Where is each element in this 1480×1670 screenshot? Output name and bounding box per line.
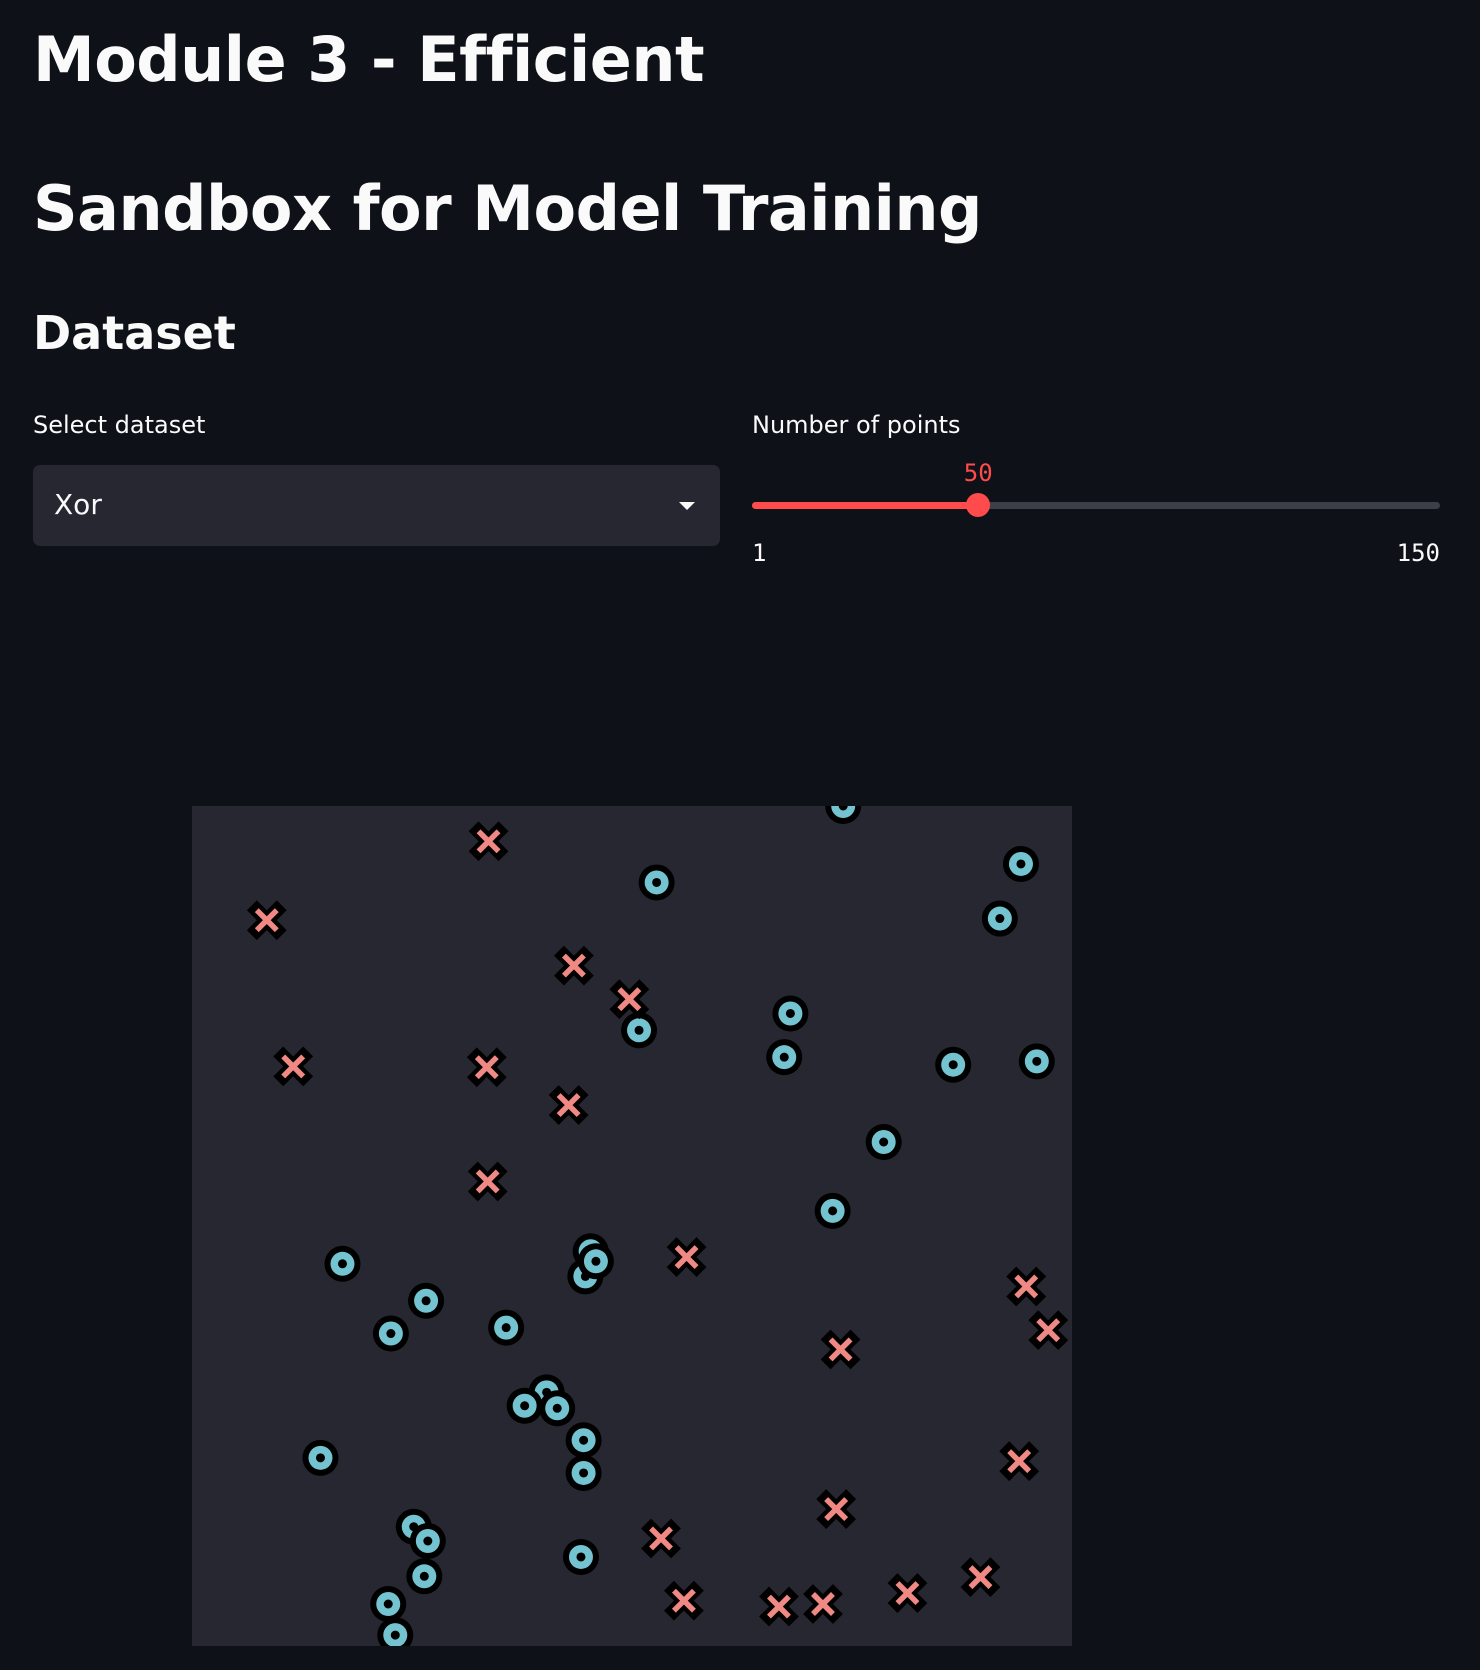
scatter-point-circle <box>1018 1043 1055 1080</box>
scatter-point-x <box>666 1237 707 1277</box>
scatter-point-x <box>468 821 509 862</box>
scatter-point-circle <box>865 1124 902 1160</box>
scatter-point-circle <box>377 1617 414 1646</box>
scatter-point-x <box>664 1580 704 1621</box>
number-of-points-label: Number of points <box>752 411 961 439</box>
scatter-point-circle <box>766 1039 803 1076</box>
scatter-point-x <box>246 900 287 941</box>
scatter-point-x <box>1006 1266 1047 1307</box>
scatter-point-circle <box>1002 845 1039 882</box>
scatter-point-circle <box>772 995 809 1032</box>
scatter-plot-canvas <box>246 806 1069 1646</box>
scatter-point-x <box>641 1518 681 1559</box>
scatter-point-x <box>803 1584 843 1624</box>
select-dataset-label: Select dataset <box>33 411 206 439</box>
page-title-line-1: Module 3 - Efficient <box>33 23 705 96</box>
scatter-point-circle <box>981 900 1018 937</box>
slider-current-value: 50 <box>963 459 993 487</box>
scatter-point-circle <box>506 1387 543 1424</box>
scatter-point-circle <box>372 1315 409 1352</box>
scatter-point-circle <box>565 1422 602 1459</box>
section-heading-dataset: Dataset <box>33 306 236 360</box>
dataset-select[interactable]: Xor <box>33 465 720 546</box>
slider-min-label: 1 <box>752 539 767 567</box>
scatter-point-circle <box>370 1586 407 1622</box>
scatter-point-circle <box>324 1245 361 1282</box>
chevron-down-icon[interactable] <box>679 502 695 510</box>
scatter-point-circle <box>825 806 862 824</box>
slider-thumb[interactable] <box>966 493 991 517</box>
scatter-point-circle <box>577 1243 614 1280</box>
scatter-point-circle <box>488 1309 525 1346</box>
scatter-point-x <box>1028 1310 1069 1351</box>
scatter-point-circle <box>408 1282 445 1319</box>
dataset-select-value: Xor <box>54 488 102 521</box>
scatter-point-circle <box>539 1390 576 1427</box>
scatter-point-circle <box>935 1046 972 1083</box>
scatter-point-x <box>467 1161 508 1202</box>
scatter-point-circle <box>814 1192 851 1229</box>
page-title-line-2: Sandbox for Model Training <box>33 172 982 245</box>
scatter-point-x <box>999 1441 1040 1482</box>
slider-max-label: 150 <box>1396 539 1440 567</box>
scatter-point-circle <box>409 1523 446 1559</box>
scatter-point-x <box>960 1557 1001 1598</box>
scatter-point-x <box>759 1586 799 1627</box>
scatter-point-circle <box>406 1558 443 1595</box>
scatter-point-x <box>466 1047 507 1088</box>
scatter-point-x <box>820 1329 861 1370</box>
scatter-point-x <box>554 945 594 986</box>
scatter-point-circle <box>565 1454 602 1491</box>
scatter-point-x <box>548 1085 589 1125</box>
scatter-point-circle <box>302 1439 339 1476</box>
slider-fill <box>752 502 979 509</box>
scatter-point-x <box>816 1489 857 1529</box>
scatter-point-x <box>609 979 650 1020</box>
scatter-point-circle <box>562 1538 599 1575</box>
scatter-plot <box>192 806 1072 1646</box>
scatter-point-x <box>273 1046 314 1087</box>
number-of-points-slider[interactable]: 50 1 150 <box>752 455 1440 575</box>
scatter-point-x <box>887 1573 928 1613</box>
scatter-point-circle <box>638 864 675 901</box>
slider-track[interactable] <box>752 502 1440 509</box>
scatter-point-circle <box>621 1012 658 1049</box>
